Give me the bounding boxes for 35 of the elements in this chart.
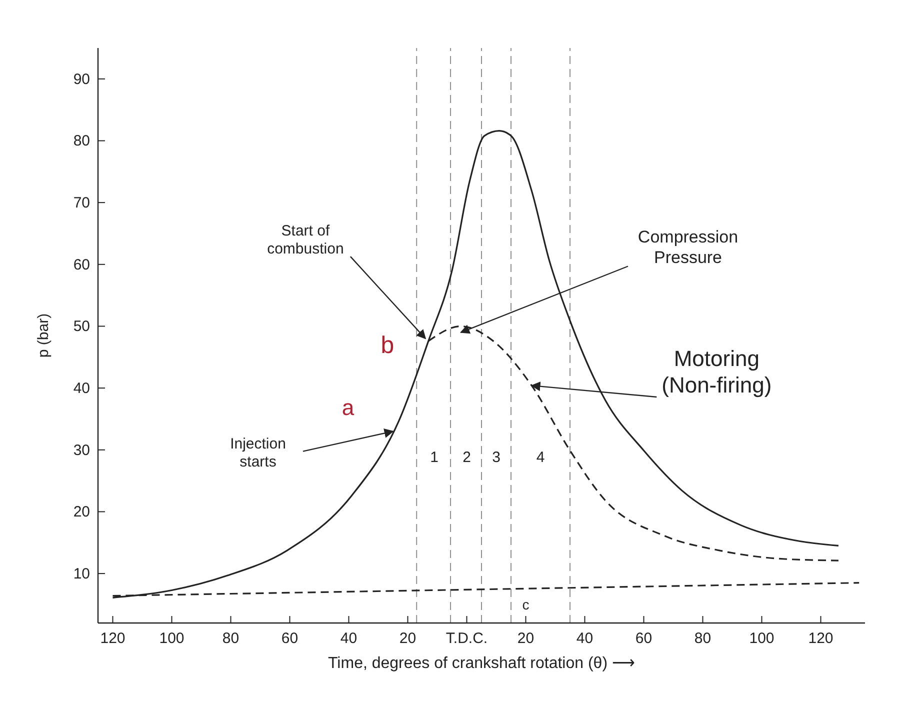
x-tick-label: 60	[281, 630, 298, 647]
x-tick-label: 100	[749, 630, 774, 647]
x-tick-label: 40	[576, 630, 594, 647]
x-tick-label: 20	[399, 630, 416, 647]
x-tick-label: 60	[635, 630, 652, 647]
x-tick-label: 40	[340, 630, 358, 647]
annotation: Motoring (Non-firing)	[662, 346, 772, 398]
x-tick-label: 80	[222, 630, 240, 647]
x-tick-label: T.D.C.	[446, 630, 488, 647]
annotation: 2	[462, 449, 471, 466]
y-axis-title: p (bar)	[35, 313, 52, 358]
x-axis-title: Time, degrees of crankshaft rotation (θ) ⟶	[328, 655, 635, 672]
x-tick-label: 80	[694, 630, 712, 647]
y-tick-label: 90	[73, 70, 90, 88]
y-tick-label: 80	[73, 132, 90, 150]
x-tick-label: 120	[808, 630, 834, 647]
annotation: b	[380, 332, 394, 360]
annotation: Injection starts	[230, 435, 286, 470]
y-tick-label: 30	[73, 442, 90, 459]
annotation: 1	[430, 449, 438, 466]
y-tick-label: 40	[73, 380, 90, 398]
annotation: 3	[492, 449, 500, 466]
y-tick-label: 20	[73, 504, 90, 521]
y-tick-label: 50	[73, 318, 90, 336]
annotation: a	[342, 395, 355, 420]
x-tick-label: 100	[159, 630, 184, 647]
annotation: c	[522, 596, 530, 613]
x-tick-label: 120	[100, 630, 126, 647]
annotation: 4	[536, 449, 545, 466]
y-tick-label: 60	[73, 256, 90, 274]
y-tick-label: 70	[73, 194, 90, 212]
x-tick-label: 20	[517, 630, 534, 647]
y-tick-label: 10	[73, 566, 90, 583]
annotation: Start of combustion	[267, 222, 344, 258]
annotation: Compression Pressure	[638, 227, 738, 267]
